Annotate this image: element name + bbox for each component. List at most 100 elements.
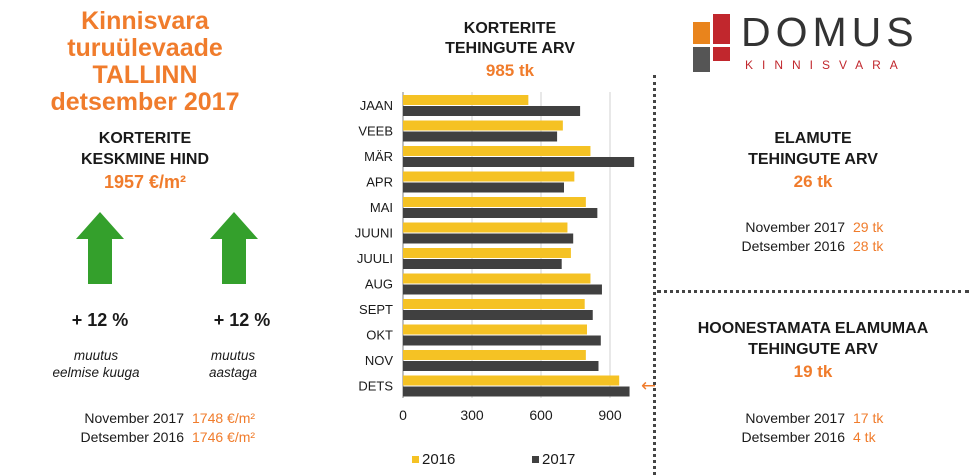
price-comparison-label: Detsember 2016 bbox=[80, 429, 184, 445]
apartment-price-heading-line2: KESKMINE HIND bbox=[80, 151, 209, 168]
legend-label: 2017 bbox=[542, 451, 575, 468]
bar-2016 bbox=[403, 248, 571, 258]
price-comparison-value: 1746 €/m² bbox=[192, 429, 256, 445]
bar-2017 bbox=[403, 284, 602, 295]
chart-heading-line1: KORTERITE bbox=[463, 20, 557, 37]
chart-heading: KORTERITE TEHINGUTE ARV bbox=[400, 19, 620, 59]
category-label: DETS bbox=[358, 378, 393, 393]
yearly-caption-line1: muutus bbox=[210, 348, 256, 363]
category-label: VEEB bbox=[358, 123, 393, 138]
land-comparison-label: Detsember 2016 bbox=[741, 429, 845, 445]
monthly-caption-line1: muutus bbox=[73, 348, 119, 363]
x-tick-label: 0 bbox=[399, 407, 407, 423]
bar-2016 bbox=[403, 146, 591, 156]
category-label: MAI bbox=[370, 200, 393, 215]
report-title-line2: TALLINN bbox=[92, 61, 198, 89]
legend-swatch bbox=[412, 456, 419, 463]
domus-logo bbox=[687, 8, 939, 80]
bar-2016 bbox=[403, 95, 529, 105]
horizontal-divider bbox=[657, 290, 969, 293]
land-comparison-value: 4 tk bbox=[853, 429, 876, 445]
monthly-up-arrow-icon bbox=[76, 212, 124, 284]
bar-2017 bbox=[403, 233, 574, 244]
bar-2017 bbox=[403, 335, 601, 346]
report-title: Kinnisvara turuülevaade TALLINN detsembe… bbox=[0, 8, 290, 116]
bar-2016 bbox=[403, 375, 620, 386]
land-comparison-value: 17 tk bbox=[853, 410, 884, 426]
category-label: APR bbox=[366, 174, 393, 189]
bar-2017 bbox=[403, 131, 558, 142]
yearly-change: + 12 % bbox=[213, 310, 271, 330]
category-label: AUG bbox=[365, 276, 393, 291]
houses-comparison-value: 28 tk bbox=[853, 238, 884, 254]
x-tick-label: 900 bbox=[598, 407, 622, 423]
category-label: SEPT bbox=[359, 302, 393, 317]
houses-comparison-label: November 2017 bbox=[745, 219, 845, 235]
land-comparison-row: Detsember 2016 4 tk bbox=[712, 429, 876, 445]
land-heading: HOONESTAMATA ELAMUMAA TEHINGUTE ARV bbox=[657, 318, 969, 360]
houses-heading-line1: ELAMUTE bbox=[774, 130, 852, 147]
bar-2016 bbox=[403, 350, 586, 360]
price-comparison-value: 1748 €/m² bbox=[192, 410, 256, 426]
transactions-bar-chart: 0 300 600 900 JAAN VEEB MÄR APR MAI JUUNI JUULI AUG… bbox=[355, 92, 656, 468]
logo-wordmark: DOMUS bbox=[741, 9, 919, 55]
report-title-line3: detsember 2017 bbox=[50, 88, 240, 116]
land-comparison-label: November 2017 bbox=[745, 410, 845, 426]
chart-heading-line2: TEHINGUTE ARV bbox=[445, 40, 575, 57]
bar-2017 bbox=[403, 259, 562, 269]
houses-comparison-row: November 2017 29 tk bbox=[712, 219, 883, 235]
land-value: 19 tk bbox=[793, 362, 833, 381]
yearly-caption-line2: aastaga bbox=[208, 365, 258, 380]
category-label: JUULI bbox=[357, 251, 393, 266]
houses-heading-line2: TEHINGUTE ARV bbox=[748, 151, 878, 168]
category-label: JUUNI bbox=[355, 225, 393, 240]
category-label: JAAN bbox=[360, 98, 393, 113]
apartment-price-heading: KORTERITE KESKMINE HIND bbox=[60, 128, 230, 170]
bar-2017 bbox=[403, 361, 599, 371]
report-title-line1: Kinnisvara turuülevaade bbox=[67, 7, 223, 62]
bar-2017 bbox=[403, 310, 593, 320]
houses-heading: ELAMUTE TEHINGUTE ARV bbox=[657, 128, 969, 170]
logo-subtitle: KINNISVARA bbox=[745, 58, 907, 72]
yearly-change-caption: muutus aastaga bbox=[168, 347, 298, 381]
legend-swatch bbox=[532, 456, 539, 463]
land-heading-line2: TEHINGUTE ARV bbox=[748, 341, 878, 358]
bar-2016 bbox=[403, 120, 563, 131]
monthly-change-caption: muutus eelmise kuuga bbox=[31, 347, 161, 381]
bar-2016 bbox=[403, 197, 586, 207]
yearly-up-arrow-icon bbox=[210, 212, 258, 284]
houses-value: 26 tk bbox=[793, 172, 833, 191]
bar-2016 bbox=[403, 299, 585, 309]
category-label: MÄR bbox=[364, 149, 393, 164]
bar-2017 bbox=[403, 208, 598, 218]
houses-comparison-label: Detsember 2016 bbox=[741, 238, 845, 254]
current-month-arrow-icon: ← bbox=[641, 375, 656, 396]
houses-comparison-value: 29 tk bbox=[853, 219, 884, 235]
apartment-price-value: 1957 €/m² bbox=[103, 172, 187, 192]
price-comparison-row: November 2017 1748 €/m² bbox=[58, 410, 255, 426]
bar-2016 bbox=[403, 324, 587, 335]
bar-2017 bbox=[403, 106, 581, 116]
chart-total: 985 tk bbox=[485, 61, 535, 80]
price-comparison-label: November 2017 bbox=[84, 410, 184, 426]
monthly-caption-line2: eelmise kuuga bbox=[52, 365, 140, 380]
bar-2016 bbox=[403, 273, 591, 284]
land-heading-line1: HOONESTAMATA ELAMUMAA bbox=[697, 320, 929, 337]
legend-label: 2016 bbox=[422, 451, 455, 468]
land-comparison-row: November 2017 17 tk bbox=[712, 410, 883, 426]
x-tick-label: 300 bbox=[460, 407, 484, 423]
x-tick-label: 600 bbox=[529, 407, 553, 423]
bar-2017 bbox=[403, 182, 564, 193]
bar-2017 bbox=[403, 386, 630, 397]
vertical-divider bbox=[653, 75, 656, 475]
logo-mark-icon bbox=[693, 14, 730, 72]
apartment-price-heading-line1: KORTERITE bbox=[98, 130, 192, 147]
category-label: OKT bbox=[366, 327, 393, 342]
houses-comparison-row: Detsember 2016 28 tk bbox=[712, 238, 883, 254]
bar-2016 bbox=[403, 222, 568, 233]
price-comparison-row: Detsember 2016 1746 €/m² bbox=[58, 429, 255, 445]
bar-2017 bbox=[403, 157, 635, 167]
monthly-change: + 12 % bbox=[71, 310, 129, 330]
category-label: NOV bbox=[365, 353, 394, 368]
bar-2016 bbox=[403, 171, 575, 182]
